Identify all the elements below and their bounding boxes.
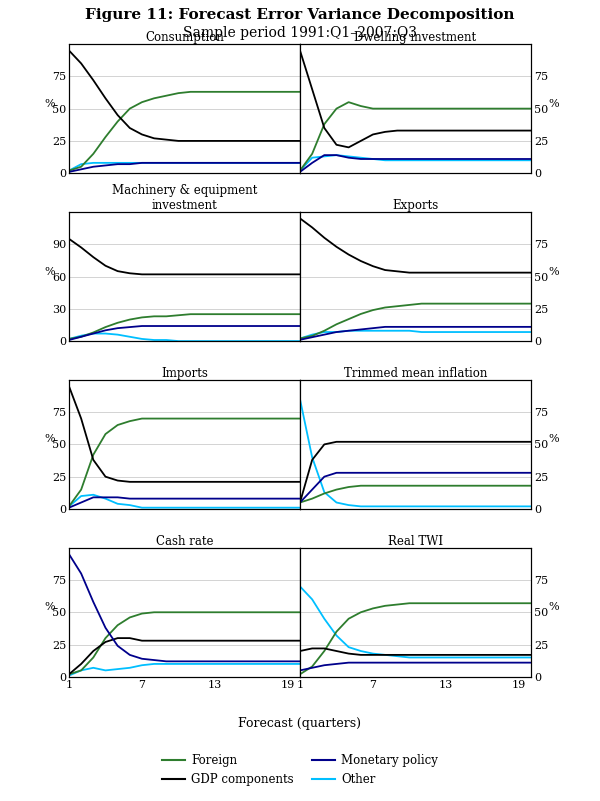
Y-axis label: %: % (44, 602, 55, 612)
Legend: Foreign, GDP components, Monetary policy, Other: Foreign, GDP components, Monetary policy… (157, 750, 443, 791)
Title: Real TWI: Real TWI (388, 535, 443, 548)
Y-axis label: %: % (44, 267, 55, 276)
Text: Forecast (quarters): Forecast (quarters) (239, 717, 361, 730)
Y-axis label: %: % (548, 267, 559, 276)
Title: Consumption: Consumption (145, 31, 224, 44)
Title: Trimmed mean inflation: Trimmed mean inflation (344, 367, 487, 380)
Y-axis label: %: % (44, 99, 55, 109)
Title: Machinery & equipment
investment: Machinery & equipment investment (112, 184, 257, 212)
Y-axis label: %: % (548, 434, 559, 445)
Title: Imports: Imports (161, 367, 208, 380)
Title: Exports: Exports (392, 199, 439, 212)
Y-axis label: %: % (548, 99, 559, 109)
Text: Figure 11: Forecast Error Variance Decomposition: Figure 11: Forecast Error Variance Decom… (85, 8, 515, 22)
Title: Cash rate: Cash rate (156, 535, 213, 548)
Y-axis label: %: % (548, 602, 559, 612)
Title: Dwelling investment: Dwelling investment (355, 31, 476, 44)
Text: Sample period 1991:Q1–2007:Q3: Sample period 1991:Q1–2007:Q3 (183, 26, 417, 39)
Y-axis label: %: % (44, 434, 55, 445)
